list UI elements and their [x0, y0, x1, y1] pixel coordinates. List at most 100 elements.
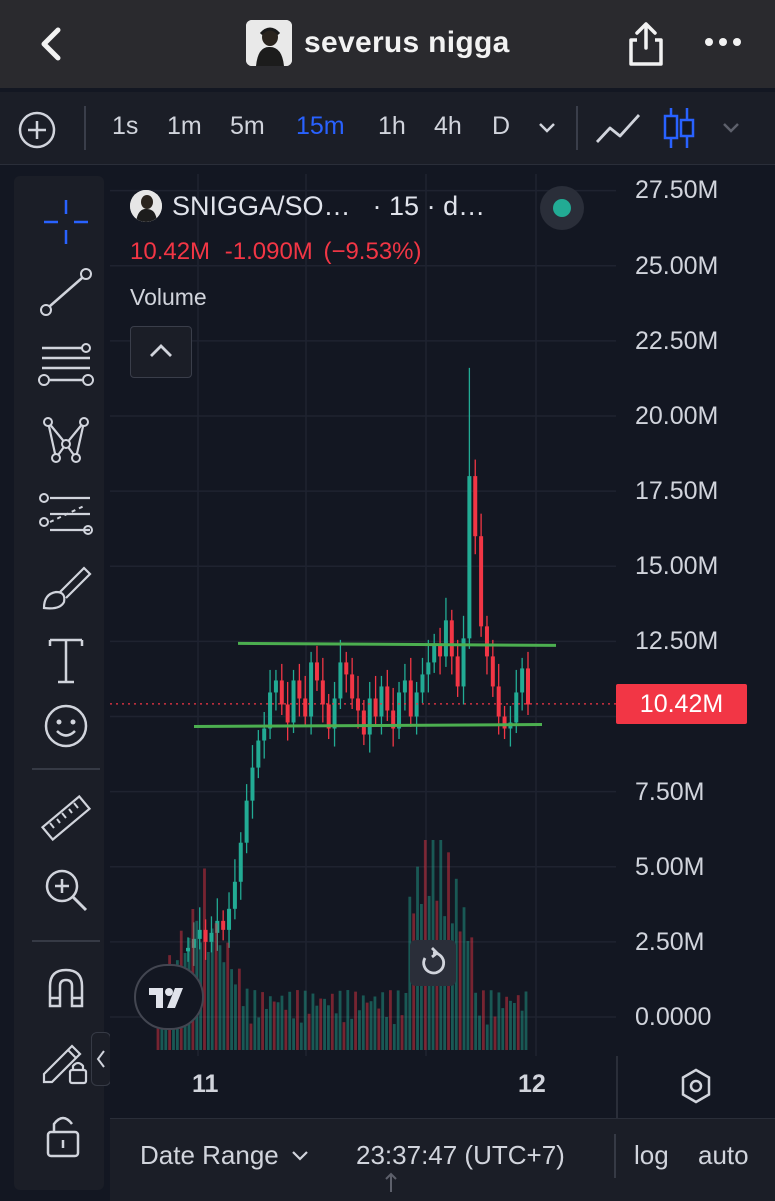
candle [402, 680, 407, 693]
volume-bar [311, 993, 315, 1050]
candle [209, 932, 214, 942]
price-change-percent: (−9.53%) [323, 238, 422, 265]
chart-settings-button[interactable] [678, 1066, 714, 1106]
lock-icon [46, 1116, 80, 1158]
volume-bar [245, 988, 249, 1050]
market-status-indicator[interactable] [540, 186, 584, 230]
timeframe-dropdown[interactable] [536, 120, 558, 136]
price-axis-label: 5.00M [635, 853, 705, 881]
lock-tool[interactable] [38, 1108, 94, 1164]
ruler-tool[interactable] [38, 790, 94, 846]
last-price: 10.42M [130, 238, 211, 265]
chevron-up-icon [150, 344, 172, 357]
zoom-tool[interactable] [38, 862, 94, 918]
volume-bar [466, 940, 470, 1050]
collapse-toolbar-button[interactable] [91, 1032, 111, 1086]
candle [215, 920, 220, 933]
collapse-legend-button[interactable] [130, 326, 192, 378]
volume-bar [385, 1016, 388, 1050]
volume-bar [230, 969, 233, 1050]
volume-bar [454, 878, 458, 1050]
price-chart[interactable] [110, 174, 775, 1056]
volume-bar [280, 995, 284, 1050]
add-button[interactable] [17, 110, 57, 150]
candle [186, 947, 190, 952]
profile-title[interactable]: severus nigga [246, 19, 510, 67]
timeframe-1s[interactable]: 1s [112, 112, 139, 140]
volume-bar [237, 968, 241, 1050]
candle [332, 698, 337, 729]
drawing-toolbar [14, 176, 104, 1190]
volume-bar [268, 996, 272, 1050]
lock-drawings-tool[interactable] [38, 1032, 94, 1088]
symbol-interval: · 15 · d… [372, 190, 486, 221]
price-axis-label: 7.50M [635, 778, 705, 806]
volume-bar [284, 1009, 288, 1050]
crosshair-tool[interactable] [38, 194, 94, 250]
volume-bar [400, 1015, 404, 1050]
line-chart-button[interactable] [594, 110, 642, 146]
candle [326, 704, 331, 729]
forecast-tool[interactable] [38, 486, 94, 542]
candlestick-button[interactable] [662, 106, 696, 150]
trend-line-icon [40, 268, 92, 316]
candle [367, 698, 372, 735]
volume-bar [156, 1019, 160, 1050]
volume-bar [451, 923, 454, 1050]
date-range-button[interactable]: Date Range [140, 1140, 311, 1171]
candle [203, 929, 208, 942]
candle [273, 680, 278, 693]
toolbar-divider [84, 106, 86, 150]
timeframe-1h[interactable]: 1h [378, 112, 406, 140]
volume-indicator-label[interactable]: Volume [130, 284, 207, 310]
candle [197, 929, 202, 939]
brush-tool[interactable] [38, 560, 94, 616]
chart-style-dropdown[interactable] [720, 120, 742, 136]
timeframe-1m[interactable]: 1m [167, 112, 202, 140]
magnet-tool[interactable] [38, 960, 94, 1016]
volume-bar [361, 995, 365, 1050]
share-button[interactable] [624, 20, 668, 68]
more-button[interactable] [700, 30, 746, 54]
timeframe-5m[interactable]: 5m [230, 112, 265, 140]
back-button[interactable] [32, 22, 72, 66]
volume-bar [505, 996, 509, 1050]
last-price-badge: 10.42M [616, 684, 747, 724]
timeframe-d[interactable]: D [492, 112, 511, 140]
channel-line-upper [237, 641, 557, 647]
text-tool[interactable] [38, 632, 94, 688]
timeframe-4h[interactable]: 4h [434, 112, 462, 140]
zoom-in-icon [45, 869, 88, 912]
candle [227, 908, 232, 930]
trend-line-tool[interactable] [38, 264, 94, 320]
symbol-name: SNIGGA/SO… [172, 190, 351, 221]
candle [385, 686, 390, 711]
price-axis-label: 15.00M [635, 552, 719, 580]
candle [291, 680, 296, 723]
tradingview-logo[interactable] [134, 964, 204, 1030]
volume-bar [509, 1000, 512, 1050]
price-axis-label: 2.50M [635, 928, 705, 956]
timeframe-15m[interactable]: 15m [296, 112, 345, 140]
reset-icon [422, 947, 445, 975]
volume-bar [303, 990, 307, 1050]
volume-bar [520, 1010, 524, 1050]
more-horizontal-icon [705, 38, 741, 46]
reset-chart-button[interactable] [410, 940, 456, 986]
bottom-bar [110, 1118, 775, 1201]
auto-scale-toggle[interactable]: auto [698, 1140, 749, 1170]
pattern-tool[interactable] [38, 412, 94, 468]
log-scale-toggle[interactable]: log [634, 1140, 669, 1170]
scroll-up-icon [384, 1172, 398, 1194]
candle [479, 536, 484, 627]
price-axis-label: 12.50M [635, 627, 719, 655]
symbol-legend[interactable]: SNIGGA/SO… · 15 · d… [130, 190, 485, 222]
emoji-tool[interactable] [38, 698, 94, 754]
clock-timezone[interactable]: 23:37:47 (UTC+7) [356, 1140, 565, 1170]
volume-bar [288, 991, 292, 1050]
volume-bar [292, 1018, 295, 1050]
chart-pane[interactable] [110, 174, 775, 1190]
fib-tool[interactable] [38, 338, 94, 394]
volume-bar [210, 928, 214, 1050]
price-axis-label: 27.50M [635, 176, 719, 204]
